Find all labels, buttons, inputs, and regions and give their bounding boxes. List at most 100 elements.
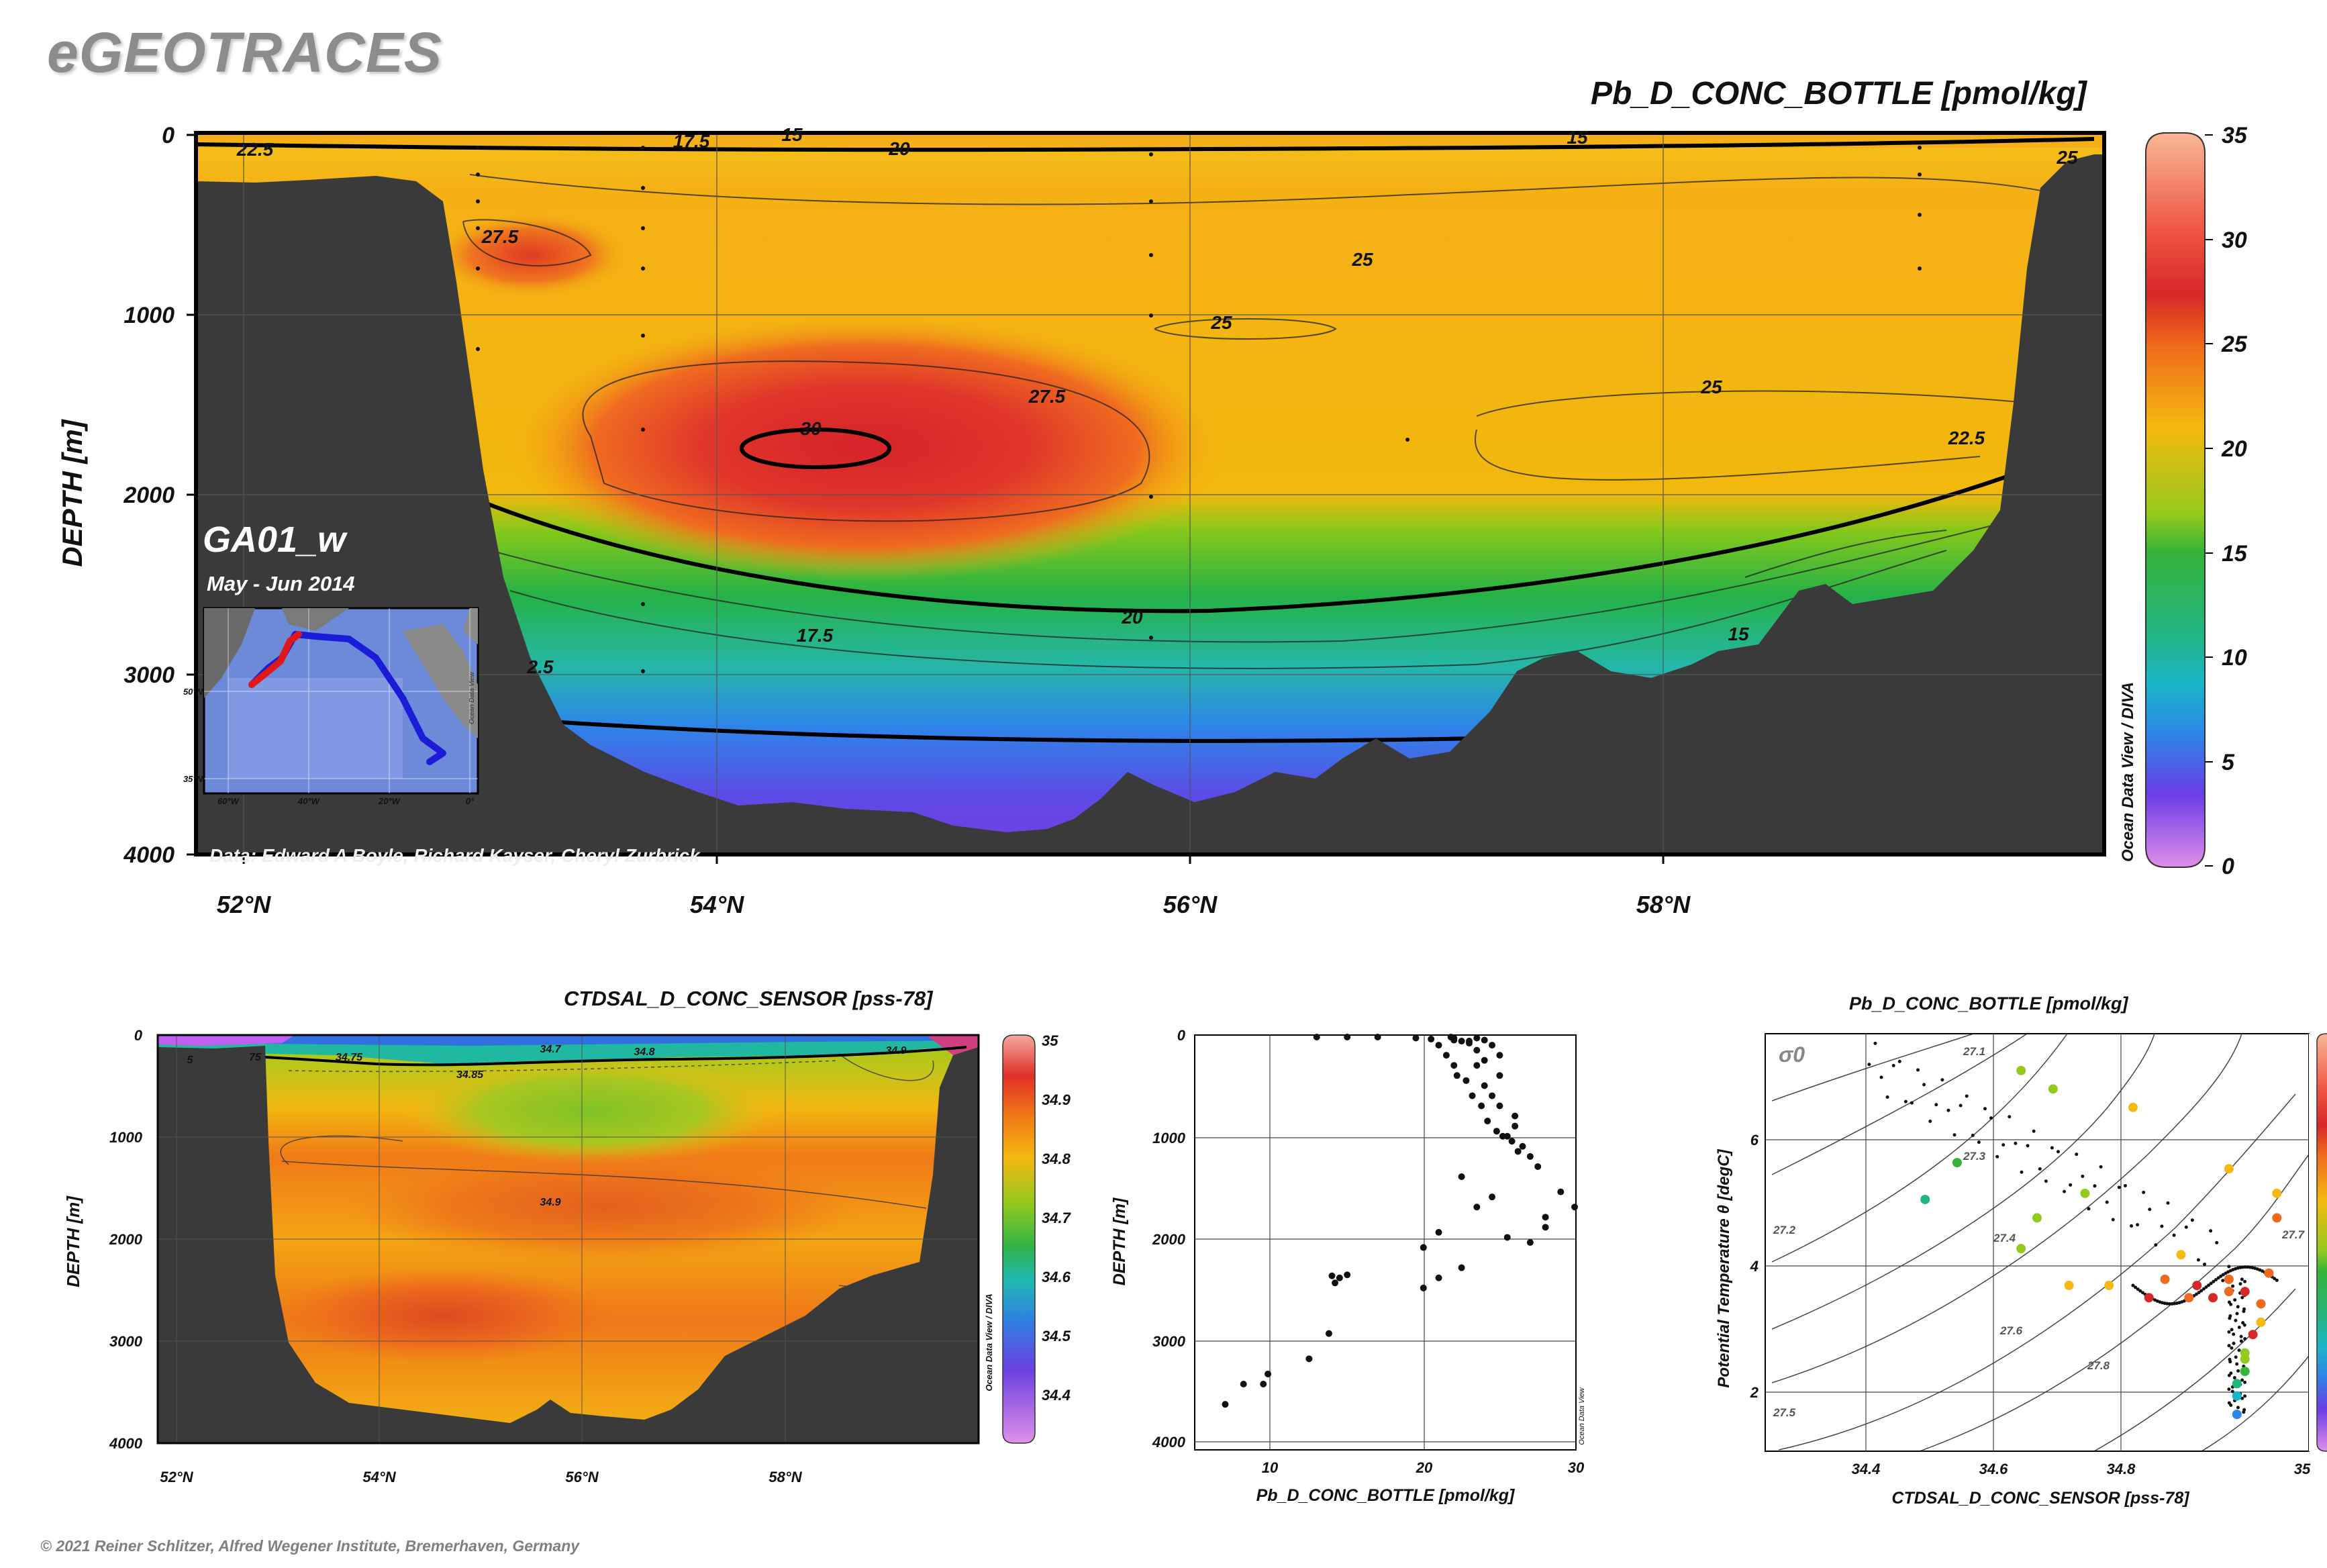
svg-text:10: 10 xyxy=(1262,1459,1279,1476)
ts-point xyxy=(2232,1391,2242,1401)
main-xtick-54: 54°N xyxy=(690,891,744,918)
main-section-chart: 0 1000 2000 3000 4000 52°N 54°N 56°N 58°… xyxy=(56,123,2248,918)
ts-ctd-point xyxy=(1995,1155,1999,1159)
ts-ctd-point xyxy=(2229,1371,2233,1375)
profile-point xyxy=(1512,1122,1519,1130)
ts-point xyxy=(1952,1158,1962,1168)
isopycnal-labels: 27.1 27.3 27.2 27.4 27.7 27.6 27.8 27.5 xyxy=(1773,1045,2306,1419)
main-ylabel: DEPTH [m] xyxy=(56,418,88,567)
ts-plot: σ0 27.1 27.3 27.2 27.4 27.7 27.6 27.8 27… xyxy=(1715,1033,2327,1508)
svg-text:34.9: 34.9 xyxy=(1042,1091,1071,1108)
svg-text:30: 30 xyxy=(800,418,822,439)
egeotraces-logo: eGEOTRACES xyxy=(47,21,442,84)
svg-text:6: 6 xyxy=(1750,1132,1759,1148)
ts-ctd-point xyxy=(2230,1389,2234,1393)
ts-ctd-point xyxy=(1946,1108,1950,1112)
ts-ctd-point xyxy=(2232,1341,2236,1345)
ts-ctd-point xyxy=(1940,1078,1944,1082)
ts-point xyxy=(2016,1244,2026,1254)
ts-ctd-point xyxy=(2243,1337,2247,1341)
profile-point xyxy=(1571,1204,1578,1211)
svg-text:5: 5 xyxy=(187,1055,194,1066)
svg-text:35: 35 xyxy=(1042,1032,1058,1049)
ts-ctd-point xyxy=(2154,1243,2158,1247)
svg-text:4000: 4000 xyxy=(1152,1434,1186,1451)
ts-point xyxy=(2224,1287,2234,1297)
profile-point xyxy=(1442,1052,1450,1059)
svg-text:0°: 0° xyxy=(466,796,475,806)
ts-ctd-point xyxy=(2148,1208,2152,1212)
ts-ctd-point xyxy=(2227,1330,2231,1334)
ts-ctd-point xyxy=(2228,1314,2232,1318)
svg-text:20°W: 20°W xyxy=(378,796,401,806)
ts-ctd-point xyxy=(2093,1184,2097,1188)
main-contour-labels: 22.5 17.5 15 20 15 25 27.5 25 25 27.5 30… xyxy=(236,124,2078,677)
ts-ctd-point xyxy=(2214,1278,2218,1282)
ts-point xyxy=(2232,1410,2242,1420)
ts-ctd-point xyxy=(2238,1282,2242,1286)
svg-text:27.5: 27.5 xyxy=(481,226,519,247)
svg-text:27.1: 27.1 xyxy=(1963,1045,1985,1058)
svg-text:27.5: 27.5 xyxy=(1773,1406,1796,1419)
ts-ctd-point xyxy=(2237,1326,2241,1330)
profile-point xyxy=(1447,1034,1454,1041)
ts-ctd-point xyxy=(2032,1129,2036,1133)
svg-text:35°N: 35°N xyxy=(183,774,203,784)
main-xtick-52: 52°N xyxy=(217,891,271,918)
svg-text:15: 15 xyxy=(2222,541,2248,567)
svg-text:30: 30 xyxy=(2222,228,2247,253)
ts-ctd-point xyxy=(1952,1133,1957,1137)
svg-text:0: 0 xyxy=(1177,1027,1186,1044)
svg-text:22.5: 22.5 xyxy=(1948,428,1985,448)
isopycnals xyxy=(1771,1034,2310,1451)
ts-ctd-point xyxy=(2136,1223,2140,1227)
sigma-label: σ0 xyxy=(1779,1042,1805,1067)
ts-ctd-point xyxy=(2131,1283,2135,1287)
svg-text:27.2: 27.2 xyxy=(1773,1224,1796,1236)
main-bathymetry xyxy=(196,154,2104,854)
main-shallow-max xyxy=(430,211,631,299)
ts-ctd-point xyxy=(2201,1287,2206,1291)
ts-ctd-point xyxy=(2184,1225,2188,1229)
ts-ctd-point xyxy=(1879,1075,1883,1079)
svg-text:50°N: 50°N xyxy=(183,687,203,697)
ts-point xyxy=(2064,1281,2074,1291)
ts-ctd-point xyxy=(1922,1083,1926,1087)
svg-text:34.85: 34.85 xyxy=(456,1069,484,1081)
ts-ctd-point xyxy=(2221,1273,2225,1277)
profile-point xyxy=(1412,1034,1420,1042)
profile-point xyxy=(1489,1193,1496,1201)
ts-ctd-point xyxy=(2105,1200,2109,1204)
ts-ctd-point xyxy=(2227,1265,2231,1269)
svg-text:2: 2 xyxy=(1750,1384,1759,1401)
sal-watermark: Ocean Data View / DIVA xyxy=(984,1293,994,1391)
profile-point xyxy=(1222,1401,1229,1408)
svg-text:25: 25 xyxy=(1351,249,1373,270)
svg-text:34.75: 34.75 xyxy=(336,1052,363,1063)
main-ytick-4000: 4000 xyxy=(123,842,175,868)
ts-point xyxy=(2248,1330,2258,1340)
ts-point xyxy=(2256,1299,2266,1309)
main-max-core xyxy=(503,312,1228,581)
ts-point xyxy=(2272,1213,2282,1223)
ts-ctd-point xyxy=(2235,1362,2239,1366)
main-ytick-1000: 1000 xyxy=(123,303,175,328)
ts-ctd-point xyxy=(2138,1289,2142,1293)
svg-text:27.6: 27.6 xyxy=(1999,1324,2023,1337)
ts-ctd-point xyxy=(2232,1376,2236,1380)
ts-ctd-point xyxy=(2069,1183,2073,1187)
svg-text:35: 35 xyxy=(2294,1461,2311,1477)
ts-ctd-point xyxy=(2240,1295,2244,1300)
svg-text:25: 25 xyxy=(1700,377,1722,397)
profile-point xyxy=(1463,1077,1470,1084)
cruise-label: GA01_w xyxy=(203,520,348,560)
ts-point xyxy=(2232,1379,2242,1389)
svg-text:1000: 1000 xyxy=(1152,1130,1186,1146)
profile-point xyxy=(1473,1046,1481,1054)
main-watermark: Ocean Data View / DIVA xyxy=(2119,682,2137,862)
ts-ctd-point xyxy=(2236,1369,2240,1373)
ts-ctd-point xyxy=(2227,1300,2231,1304)
main-contours xyxy=(462,174,2088,669)
ts-ctd-point xyxy=(1897,1059,1901,1063)
ts-point xyxy=(2184,1293,2194,1303)
